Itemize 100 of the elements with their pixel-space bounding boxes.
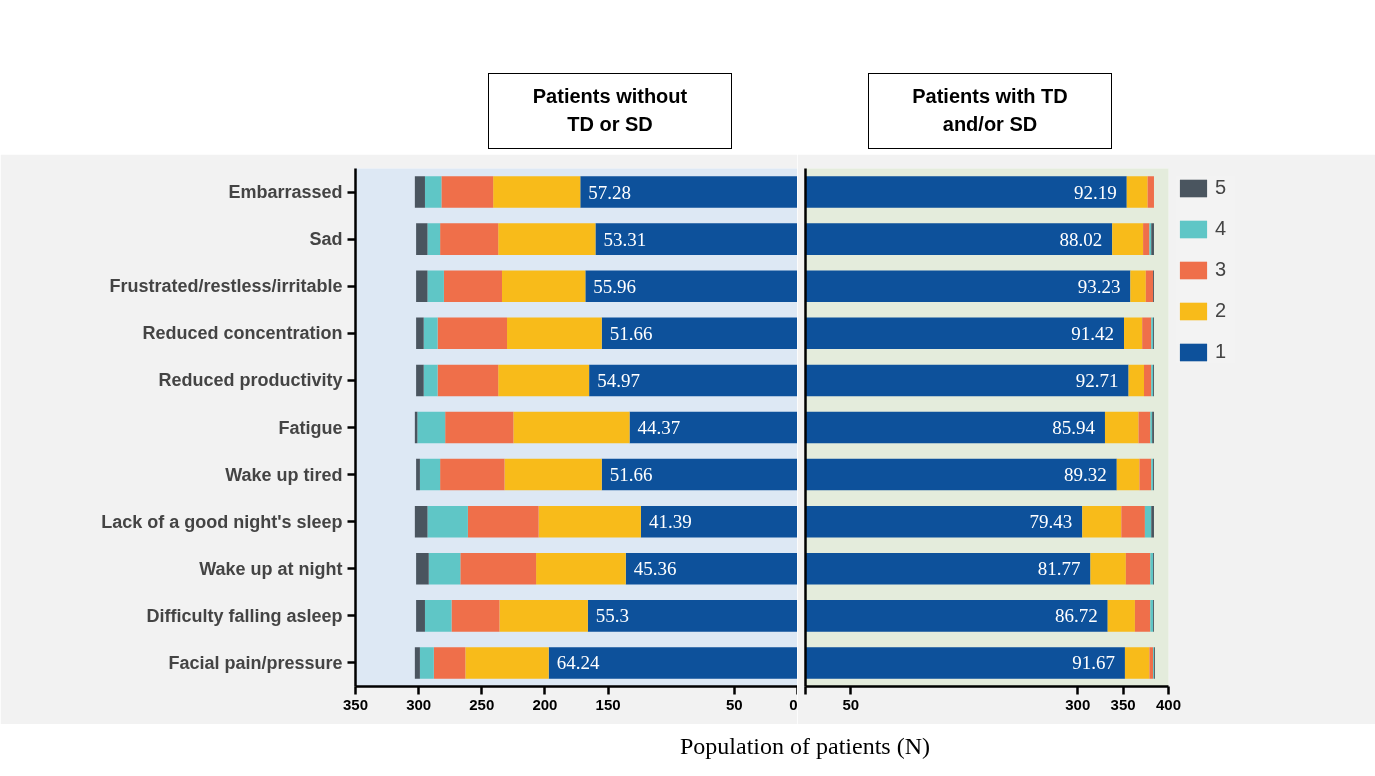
annotation: 51.66	[609, 322, 653, 344]
bar	[423, 364, 438, 397]
annotation: 86.72	[1054, 605, 1098, 627]
x-tick-label: 350	[1110, 695, 1136, 713]
x-tick-label: 50	[842, 695, 860, 713]
bar	[601, 317, 797, 350]
bar	[1090, 553, 1126, 585]
bar	[416, 317, 424, 350]
annotation: 64.24	[556, 652, 600, 674]
bar	[440, 458, 505, 491]
annotation: 44.37	[637, 417, 681, 438]
annotation: 54.97	[597, 369, 640, 391]
bar	[441, 176, 494, 208]
annotation: 51.66	[609, 464, 653, 486]
bar	[1149, 647, 1154, 679]
bar	[437, 364, 499, 397]
bar	[445, 411, 514, 444]
bar	[427, 223, 441, 255]
bar	[1116, 458, 1140, 491]
bar	[1143, 223, 1150, 255]
bar	[443, 270, 502, 302]
bar	[629, 411, 797, 444]
annotation: 41.39	[648, 511, 692, 533]
bar	[427, 270, 444, 302]
legend-label: 3	[1215, 258, 1228, 281]
annotation: 85.94	[1052, 417, 1096, 438]
y-tick-label: Embarrassed	[228, 182, 343, 203]
annotation: 79.43	[1029, 511, 1073, 533]
legend-label: 5	[1215, 176, 1228, 199]
bar	[416, 600, 425, 632]
x-tick-label: 350	[342, 695, 369, 713]
bar	[536, 553, 626, 585]
y-tick-label: Wake up at night	[199, 558, 343, 579]
bar	[805, 411, 1105, 444]
bar	[1124, 317, 1143, 350]
bar	[805, 176, 1127, 208]
annotation: 55.96	[593, 275, 637, 297]
bar	[1107, 600, 1135, 632]
bar	[428, 553, 461, 585]
bar	[1139, 458, 1152, 491]
bar	[585, 270, 797, 302]
bar	[805, 647, 1125, 679]
bar	[467, 505, 539, 538]
bar	[414, 505, 428, 538]
bar	[1124, 647, 1150, 679]
bar	[414, 176, 425, 208]
x-tick-label: 50	[726, 695, 743, 713]
x-tick-label: 250	[469, 695, 495, 713]
annotation: 92.19	[1074, 181, 1117, 203]
bar	[805, 317, 1125, 350]
bar	[805, 505, 1083, 538]
bar	[513, 411, 630, 444]
bar	[498, 223, 596, 255]
x-tick-label: 200	[532, 695, 558, 713]
bar	[1134, 600, 1151, 632]
chart-title: Patients with TD and/or SD	[911, 84, 1069, 137]
bar	[424, 600, 452, 632]
bar	[424, 176, 442, 208]
bar	[805, 364, 1129, 397]
bar	[437, 317, 508, 350]
bar	[580, 176, 797, 208]
annotation: 55.3	[595, 605, 630, 627]
bar	[538, 505, 641, 538]
bar	[507, 317, 602, 350]
bar	[1145, 270, 1154, 302]
annotation: 92.71	[1075, 369, 1119, 391]
bar	[805, 553, 1091, 585]
bar	[1151, 505, 1154, 538]
bar	[589, 364, 797, 397]
y-tick-label: Fatigue	[278, 417, 343, 438]
x-tick-label: 300	[1065, 695, 1091, 713]
bar	[640, 505, 797, 538]
bar	[465, 647, 549, 679]
legend-label: 2	[1215, 299, 1228, 322]
bar	[504, 458, 602, 491]
annotation: 93.23	[1077, 275, 1121, 297]
x-tick-label: 400	[1155, 695, 1182, 713]
x-tick-label: 0	[789, 695, 798, 713]
bar	[419, 458, 441, 491]
bar	[433, 647, 466, 679]
bar	[805, 223, 1113, 255]
x-axis-title: Population of patients (N)	[680, 732, 930, 761]
bar	[1142, 317, 1152, 350]
bar	[416, 223, 428, 255]
legend-label: 4	[1215, 217, 1228, 240]
bar	[440, 223, 499, 255]
bar	[417, 411, 446, 444]
annotation: 91.67	[1072, 652, 1115, 674]
annotation: 45.36	[633, 558, 677, 580]
bar	[499, 600, 588, 632]
y-tick-label: Difficulty falling asleep	[146, 605, 343, 626]
bar	[1126, 176, 1148, 208]
y-tick-label: Lack of a good night's sleep	[101, 511, 343, 532]
annotation: 88.02	[1059, 228, 1103, 250]
y-tick-label: Facial pain/pressure	[168, 652, 343, 673]
bar	[1082, 505, 1122, 538]
x-tick-label: 150	[595, 695, 621, 713]
bar	[451, 600, 500, 632]
bar	[805, 600, 1108, 632]
annotation: 91.42	[1071, 322, 1115, 344]
